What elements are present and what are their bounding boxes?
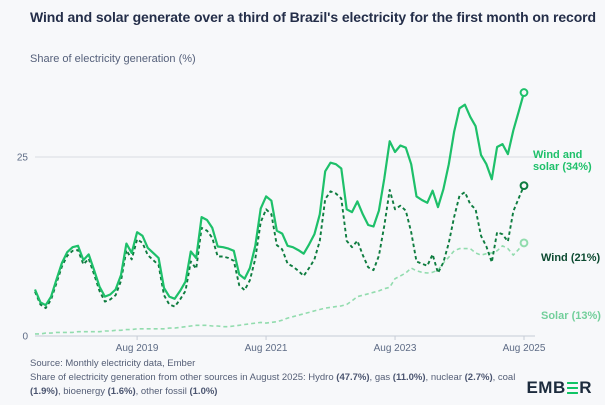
series-label-wind-and-solar: Wind and solar (34%) xyxy=(533,149,592,174)
ember-logo-e-bars-icon xyxy=(567,381,578,395)
wind-and-solar-line xyxy=(33,92,526,307)
line-chart: 25 0 Aug 2019 Aug 2021 Aug 2023 Aug 2025 xyxy=(17,88,546,354)
note-text: Share of electricity generation from oth… xyxy=(30,372,516,398)
solar-end-marker xyxy=(519,238,529,248)
chart-subtitle: Share of electricity generation (%) xyxy=(30,53,196,65)
x-tick-label: Aug 2021 xyxy=(245,343,288,354)
wind-and-solar-end-marker xyxy=(519,88,529,97)
chart-area: 25 0 Aug 2019 Aug 2021 Aug 2023 Aug 2025 Wind… xyxy=(0,73,605,365)
solar-line xyxy=(35,242,525,335)
y-tick-label: 0 xyxy=(22,332,28,343)
ember-logo-suffix: R xyxy=(579,378,592,397)
chart-title: Wind and solar generate over a third of … xyxy=(30,9,596,25)
y-tick-label: 25 xyxy=(17,153,29,164)
x-tick-label: Aug 2019 xyxy=(116,343,159,354)
ember-logo: EMB R xyxy=(526,378,592,398)
ember-logo-prefix: EMB xyxy=(526,378,566,397)
source-text: Source: Monthly electricity data, Ember xyxy=(30,358,196,369)
x-tick-label: Aug 2023 xyxy=(374,343,417,354)
series-label-wind: Wind (21%) xyxy=(541,252,601,264)
x-tick-label: Aug 2025 xyxy=(503,343,546,354)
series-label-solar: Solar (13%) xyxy=(541,310,601,322)
wind-line xyxy=(34,185,525,310)
wind-end-marker xyxy=(519,181,529,191)
